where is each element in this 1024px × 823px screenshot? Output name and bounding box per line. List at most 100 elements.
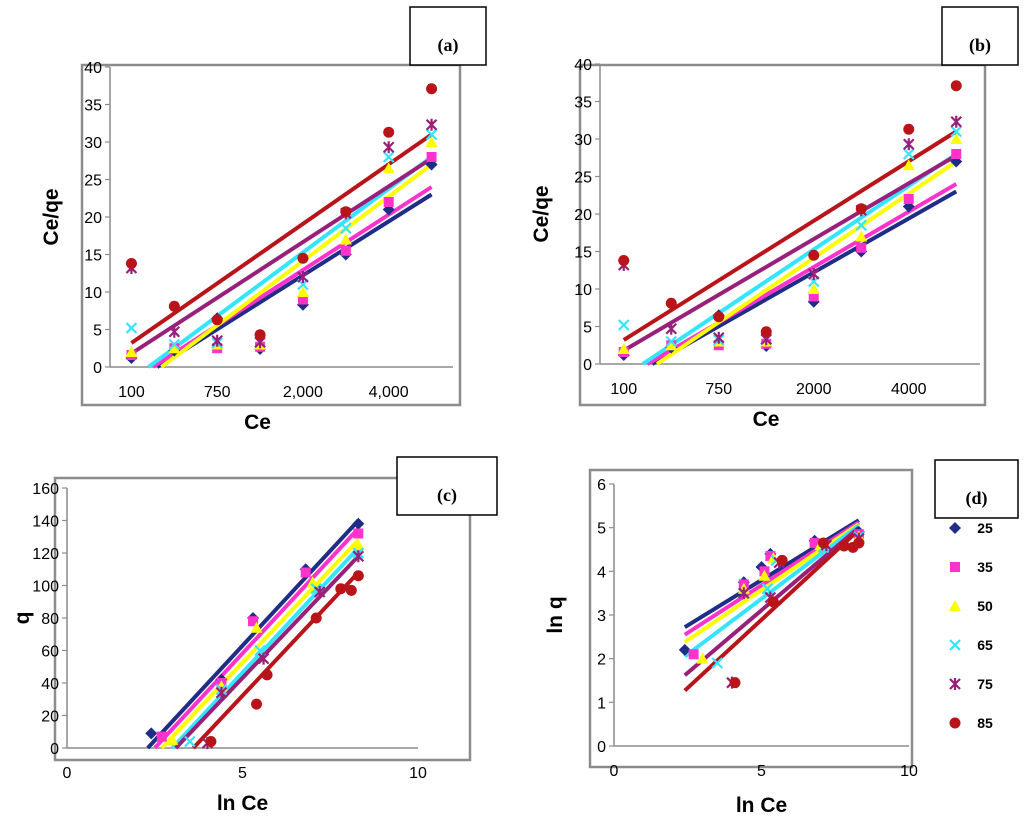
data-point-75 xyxy=(352,550,365,563)
data-point-85 xyxy=(211,314,223,326)
data-point-85 xyxy=(808,249,820,261)
data-point-85 xyxy=(760,326,772,338)
data-point-65 xyxy=(950,125,963,138)
data-point-35 xyxy=(426,152,437,162)
data-point-50 xyxy=(166,733,179,745)
data-point-35 xyxy=(808,291,819,302)
panel-label-box xyxy=(409,6,487,66)
y-tick-label: 4 xyxy=(597,564,606,581)
y-tick-label: 120 xyxy=(32,546,59,563)
data-point-35 xyxy=(300,567,311,578)
x-axis-title: Ce xyxy=(753,408,780,431)
fit-line-65 xyxy=(683,523,861,659)
data-point-75 xyxy=(950,115,963,128)
data-point-65 xyxy=(125,322,138,334)
fit-line-65 xyxy=(170,546,360,750)
y-tick-label: 1 xyxy=(597,695,606,712)
y-tick-label: 140 xyxy=(32,514,59,531)
fit-line-75 xyxy=(130,156,433,356)
plot-frame xyxy=(53,476,472,762)
data-point-25 xyxy=(678,643,691,656)
data-point-35 xyxy=(340,245,351,256)
panel-label-box xyxy=(941,6,1019,66)
y-tick-label: 0 xyxy=(597,739,606,756)
x-tick-label: 750 xyxy=(705,381,732,398)
data-point-35 xyxy=(951,149,962,159)
y-tick-label: 0 xyxy=(93,360,102,377)
fit-line-75 xyxy=(622,153,958,353)
data-point-50 xyxy=(807,283,820,294)
fit-line-85 xyxy=(622,129,958,342)
panel-label: (c) xyxy=(437,485,457,506)
data-point-65 xyxy=(665,335,678,348)
chart-panel-4: 0 1 2 3 4 5 6 0 5 10 ln Ce ln q (d) xyxy=(544,459,1019,817)
data-point-85 xyxy=(903,123,915,135)
data-point-35 xyxy=(248,616,259,627)
fit-line-35 xyxy=(683,520,860,637)
y-tick-label: 100 xyxy=(32,579,59,596)
data-point-50 xyxy=(696,652,709,664)
data-point-85 xyxy=(340,206,352,218)
y-tick-label: 30 xyxy=(574,132,592,149)
chart-panel-3: 0 20 40 60 80 100 120 140 160 0 5 10 ln Ce q (c) xyxy=(11,456,498,815)
data-point-50 xyxy=(665,339,678,351)
panel-label-box xyxy=(934,459,1019,519)
y-tick-label: 10 xyxy=(574,282,592,299)
legend-marker-65 xyxy=(949,639,961,651)
data-point-85 xyxy=(665,297,677,309)
y-tick-label: 160 xyxy=(32,481,59,498)
data-point-35 xyxy=(297,294,308,305)
y-tick-label: 2 xyxy=(597,652,606,669)
fit-line-85 xyxy=(130,132,433,345)
data-point-50 xyxy=(352,538,365,550)
fit-line-25 xyxy=(146,519,360,750)
data-point-65 xyxy=(340,222,352,235)
data-point-85 xyxy=(950,80,962,92)
data-point-50 xyxy=(125,346,138,357)
data-point-85 xyxy=(352,570,364,582)
y-tick-label: 15 xyxy=(84,248,102,265)
data-point-65 xyxy=(382,151,395,163)
y-axis-title: q xyxy=(11,612,34,625)
x-tick-label: 5 xyxy=(238,765,247,782)
y-tick-label: 10 xyxy=(84,285,102,302)
fit-line-50 xyxy=(160,162,433,369)
fit-line-25 xyxy=(683,518,860,629)
legend-entry: 85 xyxy=(977,715,993,731)
data-point-75 xyxy=(738,587,750,600)
data-point-85 xyxy=(335,583,347,595)
data-point-85 xyxy=(776,554,788,566)
y-tick-label: 3 xyxy=(597,608,606,625)
data-point-50 xyxy=(855,230,868,242)
data-point-50 xyxy=(425,136,438,147)
data-point-85 xyxy=(205,736,217,747)
panel-label: (d) xyxy=(966,488,988,509)
legend-entry: 25 xyxy=(977,520,993,536)
data-point-50 xyxy=(617,343,630,354)
data-point-65 xyxy=(425,128,438,141)
y-tick-label: 35 xyxy=(574,95,592,112)
fit-line-65 xyxy=(147,155,433,369)
data-point-35 xyxy=(856,242,867,253)
y-tick-label: 60 xyxy=(41,644,59,661)
data-point-50 xyxy=(339,233,352,245)
data-point-35 xyxy=(156,731,167,742)
fit-line-50 xyxy=(683,522,860,644)
plot-frame xyxy=(588,468,914,769)
data-point-65 xyxy=(617,319,630,331)
data-point-85 xyxy=(345,584,357,596)
data-point-75 xyxy=(215,686,228,699)
data-point-85 xyxy=(426,83,438,95)
x-tick-label: 10 xyxy=(900,763,918,780)
data-point-85 xyxy=(855,203,867,215)
data-point-35 xyxy=(383,197,394,207)
panel-label: (b) xyxy=(969,35,991,56)
data-point-85 xyxy=(310,612,322,624)
x-tick-label: 100 xyxy=(118,384,145,401)
data-point-85 xyxy=(713,311,725,323)
data-point-75 xyxy=(168,325,181,338)
x-tick-label: 4000 xyxy=(891,381,927,398)
x-axis-title: Ce xyxy=(244,411,271,434)
legend-entry: 35 xyxy=(977,559,993,575)
legend-marker-75 xyxy=(949,678,961,690)
